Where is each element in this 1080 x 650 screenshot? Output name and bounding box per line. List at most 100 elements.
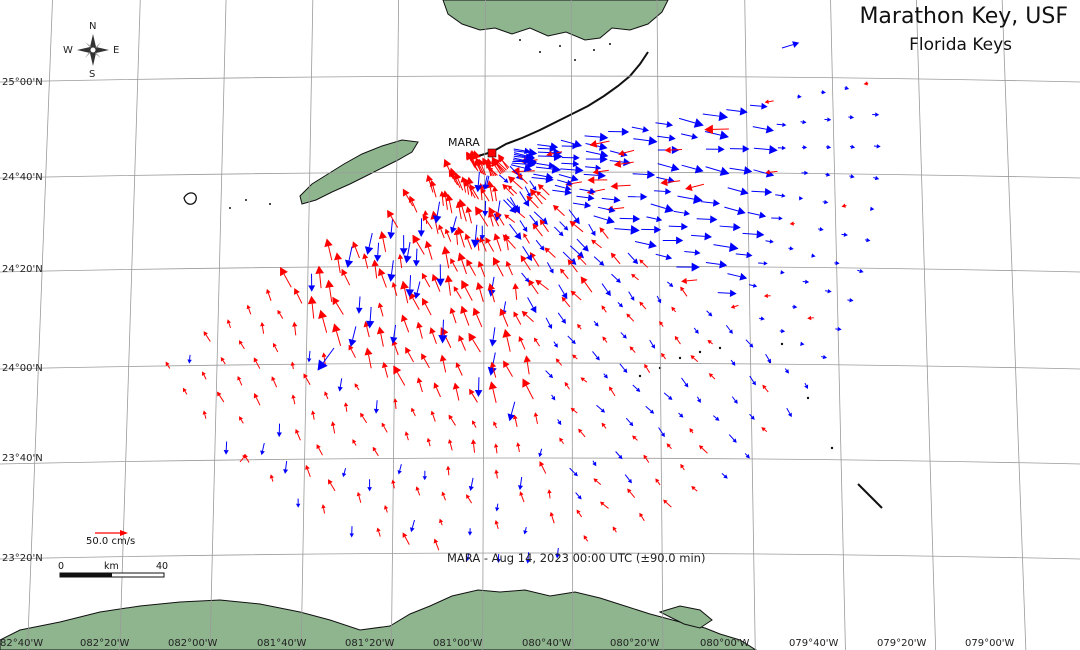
- current-vector-icon: [316, 444, 323, 456]
- station-marker[interactable]: [487, 148, 497, 158]
- current-vector-icon: [681, 277, 698, 284]
- current-vector-icon: [318, 309, 328, 333]
- current-vector-icon: [324, 391, 329, 400]
- current-vector-icon: [807, 315, 814, 321]
- current-vector-icon: [627, 252, 639, 265]
- lon-label: 080°40'W: [522, 638, 572, 649]
- current-vector-icon: [397, 253, 404, 269]
- current-vector-icon: [503, 233, 510, 251]
- current-vector-icon: [465, 206, 473, 224]
- current-vector-icon: [436, 264, 445, 287]
- current-vector-icon: [384, 505, 389, 513]
- current-vector-icon: [470, 439, 477, 453]
- current-vector-icon: [457, 198, 467, 222]
- current-vector-icon: [749, 413, 755, 420]
- lat-label: 24°40'N: [2, 172, 43, 183]
- current-vector-icon: [727, 272, 748, 281]
- current-vector-icon: [423, 210, 429, 225]
- current-vector-icon: [373, 400, 380, 414]
- current-vector-icon: [576, 194, 595, 202]
- current-vector-icon: [706, 310, 713, 317]
- current-vector-icon: [559, 437, 565, 445]
- current-vector-icon: [502, 328, 512, 352]
- current-vector-icon: [777, 145, 786, 151]
- current-vector-icon: [678, 117, 704, 128]
- current-vector-icon: [771, 216, 783, 221]
- current-vector-icon: [391, 479, 396, 489]
- current-vector-icon: [870, 206, 875, 212]
- current-vector-icon: [387, 219, 395, 240]
- current-vector-icon: [475, 206, 489, 227]
- current-vector-icon: [525, 552, 531, 564]
- lon-label: 079°40'W: [789, 638, 839, 649]
- current-vector-icon: [466, 494, 473, 504]
- lon-label: 079°00'W: [965, 638, 1015, 649]
- current-vector-icon: [266, 288, 272, 301]
- current-vector-icon: [576, 238, 589, 252]
- current-vector-icon: [677, 194, 703, 204]
- current-vector-icon: [363, 320, 370, 338]
- current-vector-icon: [521, 310, 534, 323]
- current-vector-icon: [561, 154, 580, 162]
- current-vector-icon: [639, 512, 645, 522]
- meridian-line: [915, 0, 937, 650]
- current-vector-icon: [421, 272, 431, 288]
- current-vector-icon: [512, 414, 518, 427]
- current-vector-icon: [283, 460, 289, 474]
- current-vector-icon: [321, 504, 326, 514]
- current-vector-icon: [404, 431, 409, 441]
- current-vector-icon: [430, 210, 440, 234]
- current-vector-icon: [492, 257, 504, 277]
- current-vector-icon: [610, 252, 621, 265]
- lat-label: 25°00'N: [2, 77, 43, 88]
- current-vector-icon: [655, 121, 674, 128]
- current-vector-icon: [493, 421, 498, 429]
- current-vector-icon: [415, 486, 421, 496]
- current-vector-icon: [546, 150, 563, 158]
- current-vector-icon: [498, 174, 509, 183]
- current-vector-icon: [776, 122, 787, 127]
- current-vector-icon: [752, 125, 774, 134]
- current-vector-icon: [429, 179, 437, 198]
- current-vector-icon: [421, 353, 430, 369]
- current-vector-icon: [533, 337, 540, 347]
- current-vector-icon: [631, 273, 639, 281]
- current-vector-icon: [557, 312, 567, 324]
- current-vector-icon: [360, 412, 368, 424]
- current-vector-icon: [378, 230, 387, 252]
- current-vector-icon: [592, 168, 609, 175]
- current-vector-icon: [610, 182, 631, 190]
- current-vector-icon: [505, 260, 513, 276]
- current-vector-icon: [444, 274, 453, 296]
- current-vector-icon: [503, 199, 517, 214]
- current-vector-icon: [668, 222, 689, 231]
- lat-label: 24°20'N: [2, 264, 43, 275]
- lon-label: 082°00'W: [168, 638, 218, 649]
- current-vector-icon: [801, 170, 809, 176]
- current-vector-icon: [762, 384, 769, 393]
- current-vector-icon: [499, 308, 509, 327]
- current-vector-icon: [753, 144, 778, 155]
- land-layer: [0, 0, 883, 650]
- current-vector-icon: [417, 218, 425, 237]
- current-vector-icon: [276, 423, 282, 438]
- current-vector-icon: [448, 414, 456, 426]
- current-vector-icon: [441, 491, 446, 501]
- current-vector-icon: [495, 211, 505, 226]
- current-vector-icon: [577, 323, 582, 330]
- current-vector-icon: [730, 304, 739, 309]
- current-vector-icon: [422, 470, 428, 481]
- current-vector-icon: [165, 361, 171, 369]
- current-vector-icon: [355, 296, 363, 314]
- current-vector-icon: [475, 281, 484, 302]
- current-vector-icon: [413, 281, 421, 300]
- current-vector-icon: [811, 253, 816, 258]
- current-vector-icon: [325, 279, 334, 302]
- current-vector-icon: [367, 479, 372, 492]
- current-vector-icon: [704, 124, 729, 135]
- current-vector-icon: [342, 468, 347, 478]
- current-vector-icon: [246, 304, 252, 315]
- current-vector-icon: [666, 443, 672, 450]
